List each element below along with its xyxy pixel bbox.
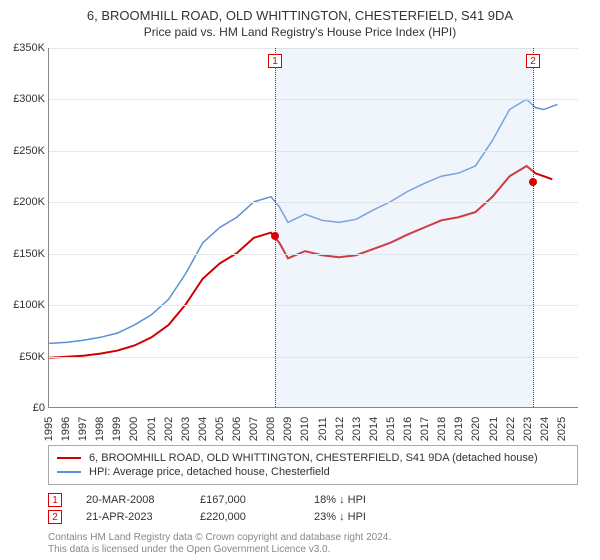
sale-date: 21-APR-2023 (86, 511, 176, 523)
sale-diff: 23% ↓ HPI (314, 511, 404, 523)
x-axis-label: 2002 (163, 417, 175, 441)
x-axis-label: 2000 (128, 417, 140, 441)
x-axis-label: 1996 (60, 417, 72, 441)
ownership-shade (275, 48, 533, 407)
x-axis-label: 2013 (351, 417, 363, 441)
event-marker-icon: 1 (268, 54, 282, 68)
x-axis-label: 1999 (111, 417, 123, 441)
x-axis-label: 1995 (43, 417, 55, 441)
sale-marker-icon: 2 (48, 510, 62, 524)
x-axis-label: 2019 (453, 417, 465, 441)
legend-label: HPI: Average price, detached house, Ches… (89, 466, 330, 478)
y-axis-label: £200K (5, 196, 45, 208)
x-axis-label: 2006 (231, 417, 243, 441)
event-marker-icon: 2 (526, 54, 540, 68)
sales-table: 1 20-MAR-2008 £167,000 18% ↓ HPI 2 21-AP… (48, 490, 578, 527)
event-line (275, 48, 276, 407)
y-axis-label: £100K (5, 299, 45, 311)
x-axis-label: 2003 (180, 417, 192, 441)
plot-area: £0£50K£100K£150K£200K£250K£300K£350K1995… (48, 48, 578, 408)
sale-row: 2 21-APR-2023 £220,000 23% ↓ HPI (48, 510, 578, 524)
x-axis-label: 1997 (77, 417, 89, 441)
legend-item: HPI: Average price, detached house, Ches… (57, 466, 569, 478)
x-axis-label: 2007 (248, 417, 260, 441)
legend-swatch (57, 471, 81, 473)
x-axis-label: 1998 (94, 417, 106, 441)
x-axis-label: 2012 (334, 417, 346, 441)
legend: 6, BROOMHILL ROAD, OLD WHITTINGTON, CHES… (48, 445, 578, 485)
x-axis-label: 2014 (368, 417, 380, 441)
x-axis-label: 2008 (265, 417, 277, 441)
title-block: 6, BROOMHILL ROAD, OLD WHITTINGTON, CHES… (0, 0, 600, 43)
footer-line: Contains HM Land Registry data © Crown c… (48, 532, 391, 544)
sale-dot-icon (271, 232, 279, 240)
chart-subtitle: Price paid vs. HM Land Registry's House … (10, 25, 590, 39)
sale-diff: 18% ↓ HPI (314, 494, 404, 506)
y-axis-label: £300K (5, 93, 45, 105)
event-line (533, 48, 534, 407)
legend-label: 6, BROOMHILL ROAD, OLD WHITTINGTON, CHES… (89, 452, 538, 464)
footer-line: This data is licensed under the Open Gov… (48, 544, 391, 556)
x-axis-label: 2017 (419, 417, 431, 441)
x-axis-label: 2001 (146, 417, 158, 441)
x-axis-label: 2023 (522, 417, 534, 441)
footer-attribution: Contains HM Land Registry data © Crown c… (48, 532, 391, 556)
x-axis-label: 2016 (402, 417, 414, 441)
x-axis-label: 2011 (317, 417, 329, 441)
y-axis-label: £50K (5, 351, 45, 363)
x-axis-label: 2015 (385, 417, 397, 441)
x-axis-label: 2024 (539, 417, 551, 441)
y-axis-label: £350K (5, 42, 45, 54)
legend-swatch (57, 457, 81, 459)
x-axis-label: 2005 (214, 417, 226, 441)
y-axis-label: £250K (5, 145, 45, 157)
sale-date: 20-MAR-2008 (86, 494, 176, 506)
sale-dot-icon (529, 178, 537, 186)
y-axis-label: £0 (5, 402, 45, 414)
sale-price: £220,000 (200, 511, 290, 523)
y-axis-label: £150K (5, 248, 45, 260)
x-axis-label: 2025 (556, 417, 568, 441)
x-axis-label: 2018 (436, 417, 448, 441)
sale-price: £167,000 (200, 494, 290, 506)
x-axis-label: 2020 (470, 417, 482, 441)
x-axis-label: 2010 (299, 417, 311, 441)
chart-container: 6, BROOMHILL ROAD, OLD WHITTINGTON, CHES… (0, 0, 600, 560)
x-axis-label: 2022 (505, 417, 517, 441)
sale-row: 1 20-MAR-2008 £167,000 18% ↓ HPI (48, 493, 578, 507)
chart-title: 6, BROOMHILL ROAD, OLD WHITTINGTON, CHES… (10, 8, 590, 23)
sale-marker-icon: 1 (48, 493, 62, 507)
legend-item: 6, BROOMHILL ROAD, OLD WHITTINGTON, CHES… (57, 452, 569, 464)
x-axis-label: 2009 (282, 417, 294, 441)
x-axis-label: 2021 (488, 417, 500, 441)
x-axis-label: 2004 (197, 417, 209, 441)
